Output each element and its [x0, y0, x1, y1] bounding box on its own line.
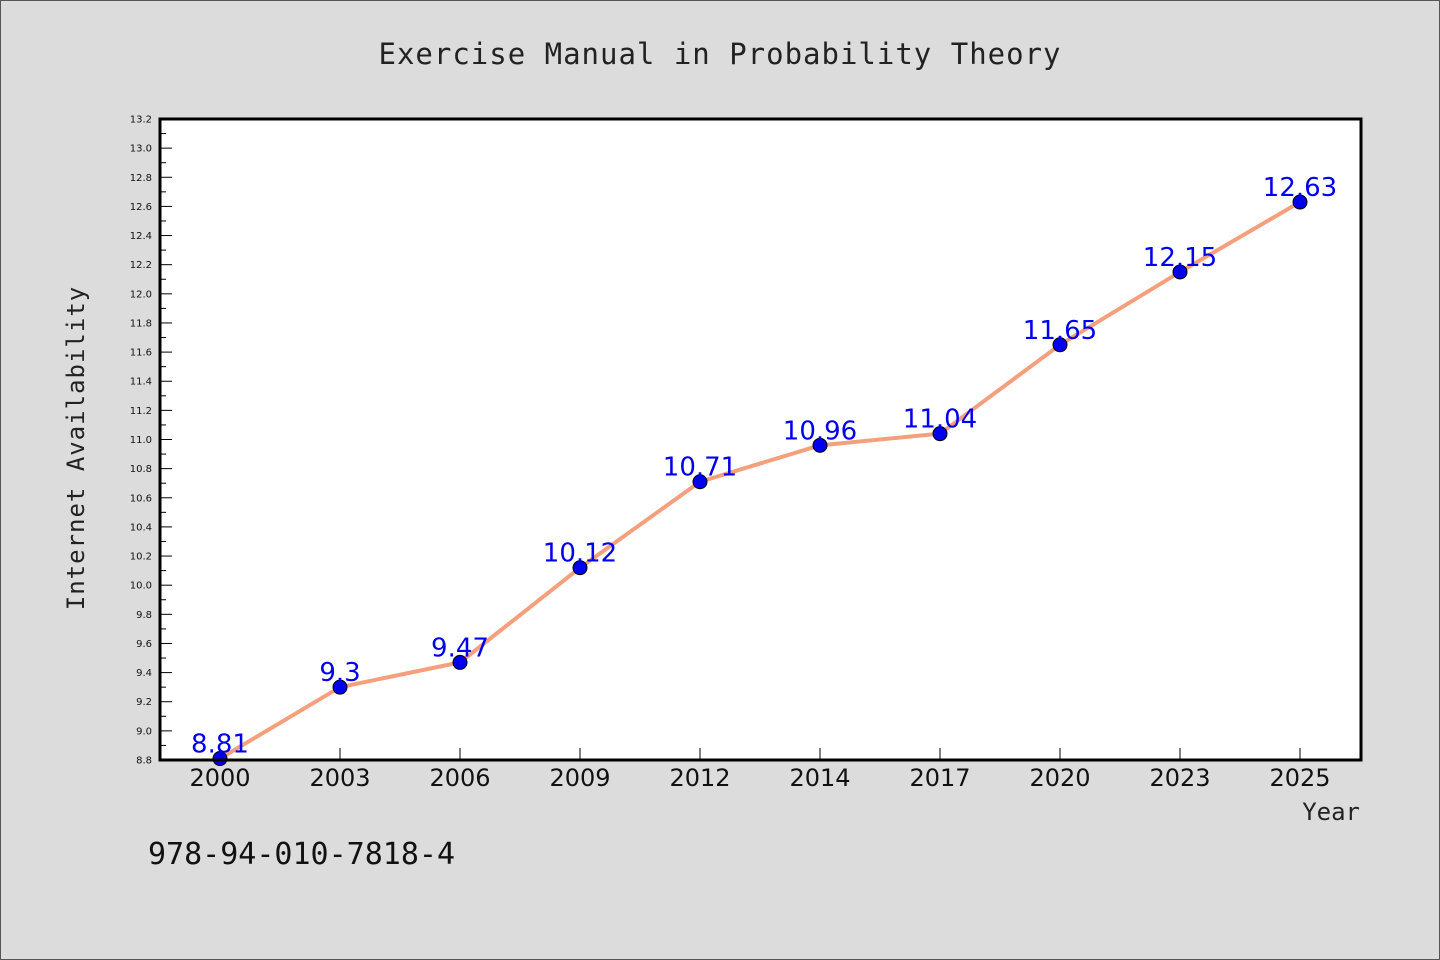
- series-line-group: [218, 200, 1302, 761]
- x-tick-label: 2023: [1149, 764, 1210, 792]
- y-tick-label: 11.8: [130, 318, 152, 329]
- plot-area: [160, 119, 1361, 760]
- data-point-marker: [332, 679, 348, 695]
- y-tick-label: 9.2: [136, 697, 152, 708]
- x-tick-label: 2020: [1029, 764, 1090, 792]
- chart-title: Exercise Manual in Probability Theory: [378, 37, 1061, 71]
- x-tick-label: 2000: [189, 764, 250, 792]
- y-tick-label: 11.4: [130, 377, 152, 388]
- y-tick-label: 13.0: [130, 144, 152, 155]
- x-tick-label: 2012: [669, 764, 730, 792]
- data-label: 10.96: [783, 416, 857, 446]
- data-point-marker: [572, 560, 588, 576]
- data-label: 9.47: [431, 633, 489, 663]
- data-label: 10.71: [663, 453, 737, 483]
- data-point-marker: [1052, 337, 1068, 353]
- y-tick-label: 10.8: [130, 464, 152, 475]
- y-tick-label: 10.2: [130, 552, 152, 563]
- y-tick-label: 9.0: [136, 726, 152, 737]
- data-point-marker: [1172, 264, 1188, 280]
- data-point-marker: [932, 426, 948, 442]
- y-tick-label: 10.6: [130, 493, 152, 504]
- data-label: 11.65: [1023, 316, 1097, 346]
- y-tick-label: 8.8: [136, 756, 152, 767]
- y-tick-label: 11.2: [130, 406, 152, 417]
- y-tick-label: 10.0: [130, 581, 152, 592]
- y-tick-label: 11.0: [130, 435, 152, 446]
- x-tick-label: 2017: [909, 764, 970, 792]
- x-axis-ticks: 2000 2003 2006 2009 2012 2014 2017 2020 2023 2025: [189, 748, 1331, 792]
- data-point-marker: [812, 437, 828, 453]
- series-line: [218, 200, 1302, 761]
- y-axis-ticks: 8.8 9.0 9.2 9.4 9.6 9.8 10.0 10.2 10.4 10.6 10.8 11…: [130, 115, 172, 767]
- x-axis-label: Year: [1302, 798, 1360, 826]
- data-labels: 8.81 9.3 9.47 10.12 10.71 10.96 11.04 11.65 12.1…: [191, 173, 1337, 760]
- data-label: 11.04: [903, 405, 977, 435]
- data-label: 12.15: [1143, 243, 1217, 273]
- data-label: 12.63: [1263, 173, 1337, 203]
- data-label: 8.81: [191, 730, 249, 760]
- y-tick-label: 13.2: [130, 115, 152, 126]
- x-tick-label: 2006: [429, 764, 490, 792]
- y-tick-label: 12.8: [130, 173, 152, 184]
- x-tick-label: 2025: [1269, 764, 1330, 792]
- y-tick-label: 9.8: [136, 610, 152, 621]
- data-label: 9.3: [319, 658, 360, 688]
- plot-border: [158, 117, 1363, 762]
- y-tick-label: 12.0: [130, 289, 152, 300]
- y-tick-label: 12.6: [130, 202, 152, 213]
- y-tick-label: 9.6: [136, 639, 152, 650]
- x-tick-label: 2003: [309, 764, 370, 792]
- isbn-text: 978-94-010-7818-4: [148, 837, 455, 872]
- x-tick-label: 2009: [549, 764, 610, 792]
- y-tick-label: 9.4: [136, 668, 152, 679]
- data-label: 10.12: [543, 539, 617, 569]
- y-tick-label: 12.2: [130, 260, 152, 271]
- y-tick-label: 11.6: [130, 348, 152, 359]
- x-tick-label: 2014: [789, 764, 850, 792]
- y-tick-label: 10.4: [130, 522, 152, 533]
- data-point-marker: [1292, 194, 1308, 210]
- y-axis-label: Internet Availability: [62, 286, 90, 610]
- data-point-marker: [692, 474, 708, 490]
- y-tick-label: 12.4: [130, 231, 152, 242]
- data-point-marker: [452, 654, 468, 670]
